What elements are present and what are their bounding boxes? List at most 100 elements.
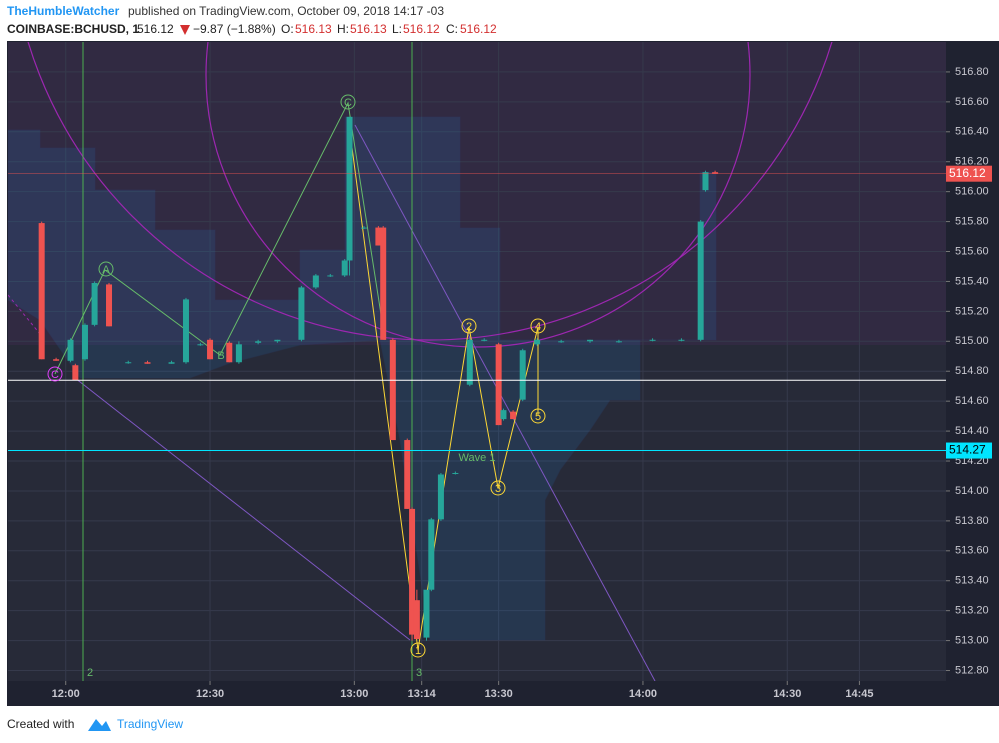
y-tick-label: 514.00 — [955, 485, 989, 497]
candle-body — [38, 223, 45, 360]
brand-logo[interactable] — [88, 719, 111, 731]
candle-body — [327, 275, 334, 277]
footer-text: Created with — [7, 717, 74, 731]
candle-body — [67, 339, 74, 361]
abc-wave — [54, 101, 386, 375]
wave-label: 3 — [495, 483, 501, 495]
candle-body — [712, 172, 719, 174]
candle-body — [298, 287, 305, 340]
y-tick-label: 516.40 — [955, 126, 989, 138]
candle-body — [197, 344, 204, 346]
y-tick-label: 515.40 — [955, 275, 989, 287]
y-tick-label: 515.80 — [955, 215, 989, 227]
candle-body — [702, 172, 709, 191]
candle-body — [226, 342, 233, 363]
candle-body — [534, 339, 541, 345]
candle-body — [466, 339, 473, 385]
y-tick-label: 513.60 — [955, 545, 989, 557]
plot-band — [8, 42, 946, 345]
x-tick-label: 12:00 — [52, 688, 80, 700]
y-tick-label: 514.60 — [955, 395, 989, 407]
candle-body — [519, 350, 526, 400]
arc — [205, 42, 751, 348]
ohlc-value: 516.13 — [350, 22, 387, 36]
candle-body — [106, 284, 113, 327]
cycle-label: 3 — [416, 667, 422, 679]
candle-body — [341, 260, 348, 276]
wave-label: C — [51, 369, 59, 381]
y-tick-label: 515.00 — [955, 335, 989, 347]
last-price-tag — [946, 165, 992, 182]
candle-body — [428, 519, 435, 590]
candle-body — [558, 341, 565, 343]
wave-label: 5 — [535, 411, 541, 423]
candle-body — [125, 362, 132, 364]
candle-body — [423, 589, 430, 638]
trend-line — [354, 124, 656, 681]
candle-body — [510, 411, 517, 420]
cycle-label: 2 — [87, 667, 93, 679]
price: 516.12 — [137, 22, 174, 36]
candle-body — [274, 339, 281, 342]
down-arrow — [180, 25, 190, 35]
x-tick-label: 14:00 — [629, 688, 657, 700]
y-tick-label: 514.80 — [955, 365, 989, 377]
ohlc-value: 516.12 — [460, 22, 497, 36]
wave-label: 4 — [535, 321, 541, 333]
y-tick-label: 516.80 — [955, 66, 989, 78]
user[interactable]: TheHumbleWatcher — [7, 4, 120, 18]
wave-label: B — [217, 350, 224, 362]
candle-body — [413, 600, 420, 640]
candle-body — [389, 339, 396, 441]
y-tick-label: 513.40 — [955, 575, 989, 587]
y-tick-label: 513.00 — [955, 635, 989, 647]
candle-body — [168, 362, 175, 364]
candle-body — [81, 324, 88, 360]
candle-body — [360, 227, 367, 229]
candle-body — [500, 410, 507, 420]
trend-line — [74, 377, 411, 641]
candle-body — [649, 339, 656, 341]
candle-body — [312, 275, 319, 288]
candle-body — [207, 339, 214, 360]
candle-body — [375, 227, 382, 246]
candle-body — [678, 339, 685, 341]
x-tick-label: 13:00 — [340, 688, 368, 700]
candle-body — [452, 472, 459, 474]
x-tick-label: 12:30 — [196, 688, 224, 700]
last-price-label: 516.12 — [949, 166, 986, 180]
y-tick-label: 516.60 — [955, 96, 989, 108]
wave-label: A — [102, 264, 110, 276]
candle-body — [404, 440, 411, 509]
brand[interactable]: TradingView — [117, 717, 183, 731]
y-tick-label: 514.40 — [955, 425, 989, 437]
y-tick-label: 516.20 — [955, 156, 989, 168]
x-tick-label: 14:45 — [845, 688, 873, 700]
wave-title: Wave 1 — [459, 452, 496, 464]
candle-body — [255, 341, 262, 343]
ohlc-label: H: — [337, 22, 349, 36]
candle-body — [615, 341, 622, 343]
x-tick-label: 13:30 — [485, 688, 513, 700]
ohlc-label: C: — [446, 22, 458, 36]
symbol: COINBASE:BCHUSD, 1 — [7, 22, 139, 36]
y-tick-label: 516.00 — [955, 186, 989, 198]
candle-body — [346, 116, 353, 261]
candle-body — [144, 362, 151, 364]
cloud — [8, 116, 717, 641]
y-tick-label: 513.20 — [955, 605, 989, 617]
candle-body — [91, 282, 98, 325]
candle-body — [409, 508, 416, 635]
change: −9.87 (−1.88%) — [193, 22, 276, 36]
candle-body — [182, 299, 189, 363]
y-tick-label: 513.80 — [955, 515, 989, 527]
published: published on TradingView.com, October 09… — [128, 4, 444, 18]
wave-label: 1 — [415, 645, 421, 657]
arc — [27, 42, 833, 341]
candle-body — [53, 359, 60, 361]
x-tick-label: 13:14 — [408, 688, 437, 700]
candle-body — [72, 365, 79, 381]
candle-body — [495, 344, 502, 426]
candle-body — [697, 221, 704, 340]
